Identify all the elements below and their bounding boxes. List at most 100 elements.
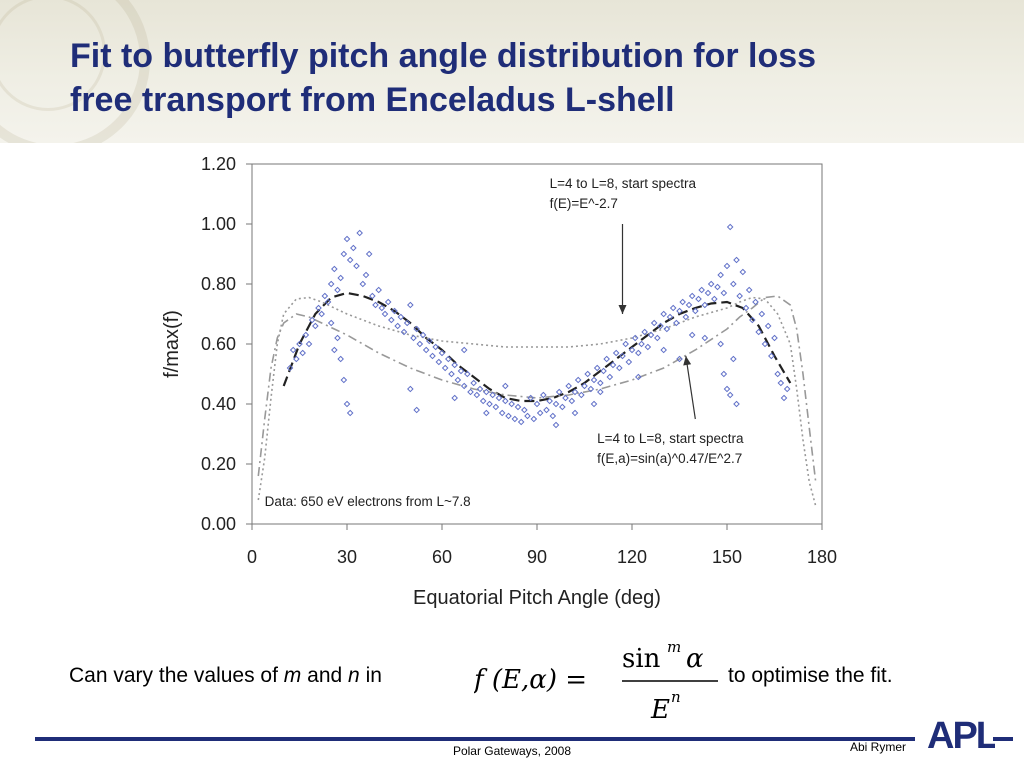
data-point: [470, 379, 477, 387]
data-point: [372, 301, 379, 309]
x-axis-label: Equatorial Pitch Angle (deg): [413, 587, 661, 609]
data-point: [318, 310, 325, 318]
data-point: [733, 400, 740, 408]
data-point: [337, 355, 344, 363]
data-point: [733, 256, 740, 264]
fit-curves: [257, 291, 817, 507]
fit-formula: f (E,α) = sin m α E n: [474, 638, 718, 725]
data-point: [467, 388, 474, 396]
apl-logo: APL: [927, 715, 995, 755]
data-point: [375, 286, 382, 294]
x-tick-label: 30: [337, 547, 357, 567]
y-tick-label: 0.40: [201, 394, 236, 414]
data-point: [359, 280, 367, 288]
x-tick-label: 0: [247, 547, 257, 567]
data-point: [647, 331, 655, 339]
caption-prefix: Can vary the values of: [69, 664, 278, 687]
data-point: [315, 304, 322, 312]
data-point: [622, 340, 629, 348]
annotation-text: L=4 to L=8, start spectra: [550, 176, 697, 191]
seal-watermark: [0, 0, 150, 143]
data-point: [590, 376, 598, 384]
slide-title: Fit to butterfly pitch angle distributio…: [70, 34, 970, 122]
data-point: [489, 391, 496, 399]
data-point: [714, 283, 721, 291]
data-point: [438, 349, 446, 357]
data-point: [543, 406, 550, 414]
data-point: [593, 364, 601, 372]
data-point: [603, 355, 610, 363]
data-point: [483, 409, 490, 417]
data-point: [527, 394, 534, 402]
data-point: [321, 292, 329, 300]
data-point: [388, 316, 395, 324]
data-point: [511, 415, 519, 423]
data-point: [460, 346, 468, 354]
data-point: [707, 280, 715, 288]
data-point: [498, 409, 506, 417]
data-point: [590, 400, 598, 408]
data-point: [524, 412, 531, 420]
scatter-points: [286, 223, 791, 429]
data-point: [536, 409, 544, 417]
footer-author: Abi Rymer: [850, 740, 907, 754]
data-point: [720, 289, 728, 297]
data-point: [457, 367, 465, 375]
data-point: [289, 346, 297, 354]
data-point: [492, 403, 500, 411]
axis-ticks: 0 30 60 90 120 150 180 0.00 0.20 0.40 0.60 0.80 1.00…: [201, 154, 837, 567]
caption-n: n: [348, 664, 360, 687]
data-point: [745, 286, 753, 294]
data-point: [407, 301, 414, 309]
data-point: [628, 346, 636, 354]
data-point: [293, 355, 300, 363]
data-point: [441, 364, 449, 372]
data-point: [562, 394, 569, 402]
annotation-text: Data: 650 eV electrons from L~7.8: [265, 494, 471, 509]
data-point: [502, 397, 509, 405]
slide-title-line1: Fit to butterfly pitch angle distributio…: [70, 37, 817, 75]
formula-denominator-exp: n: [671, 688, 681, 706]
x-tick-label: 120: [617, 547, 647, 567]
formula-denominator: E: [650, 695, 670, 725]
data-point: [711, 295, 718, 303]
data-point: [723, 262, 731, 270]
data-point: [587, 385, 595, 393]
data-point: [327, 319, 335, 327]
data-point: [704, 289, 712, 297]
data-point: [742, 304, 750, 312]
y-tick-label: 1.00: [201, 214, 236, 234]
data-point: [616, 364, 623, 372]
slide-title-line2: free transport from Enceladus L-shell: [70, 81, 675, 119]
data-point: [736, 292, 743, 300]
data-point: [673, 319, 680, 327]
data-point: [552, 421, 560, 429]
data-point: [612, 349, 620, 357]
data-point: [486, 400, 493, 408]
data-point: [419, 331, 427, 339]
data-point: [340, 376, 348, 384]
annotation-text: f(E,a)=sin(a)^0.47/E^2.7: [597, 451, 742, 466]
data-point: [619, 352, 626, 360]
data-point: [530, 415, 538, 423]
data-point: [432, 343, 439, 351]
data-point: [552, 400, 560, 408]
data-point: [429, 352, 436, 360]
data-point: [381, 310, 389, 318]
annotation-text: f(E)=E^-2.7: [550, 196, 618, 211]
y-axis-label: f/max(f): [161, 310, 183, 378]
chart-background: [140, 146, 845, 616]
series-dashed-fit: [282, 291, 792, 403]
data-point: [435, 358, 443, 366]
data-point: [606, 373, 614, 381]
data-point: [597, 379, 604, 387]
data-point: [343, 400, 351, 408]
apl-logo-text: APL: [927, 715, 995, 755]
data-point: [400, 328, 408, 336]
data-point: [508, 400, 515, 408]
data-point: [473, 391, 481, 399]
data-point: [340, 250, 348, 258]
data-point: [695, 295, 702, 303]
data-point: [758, 310, 766, 318]
data-point: [346, 256, 354, 264]
